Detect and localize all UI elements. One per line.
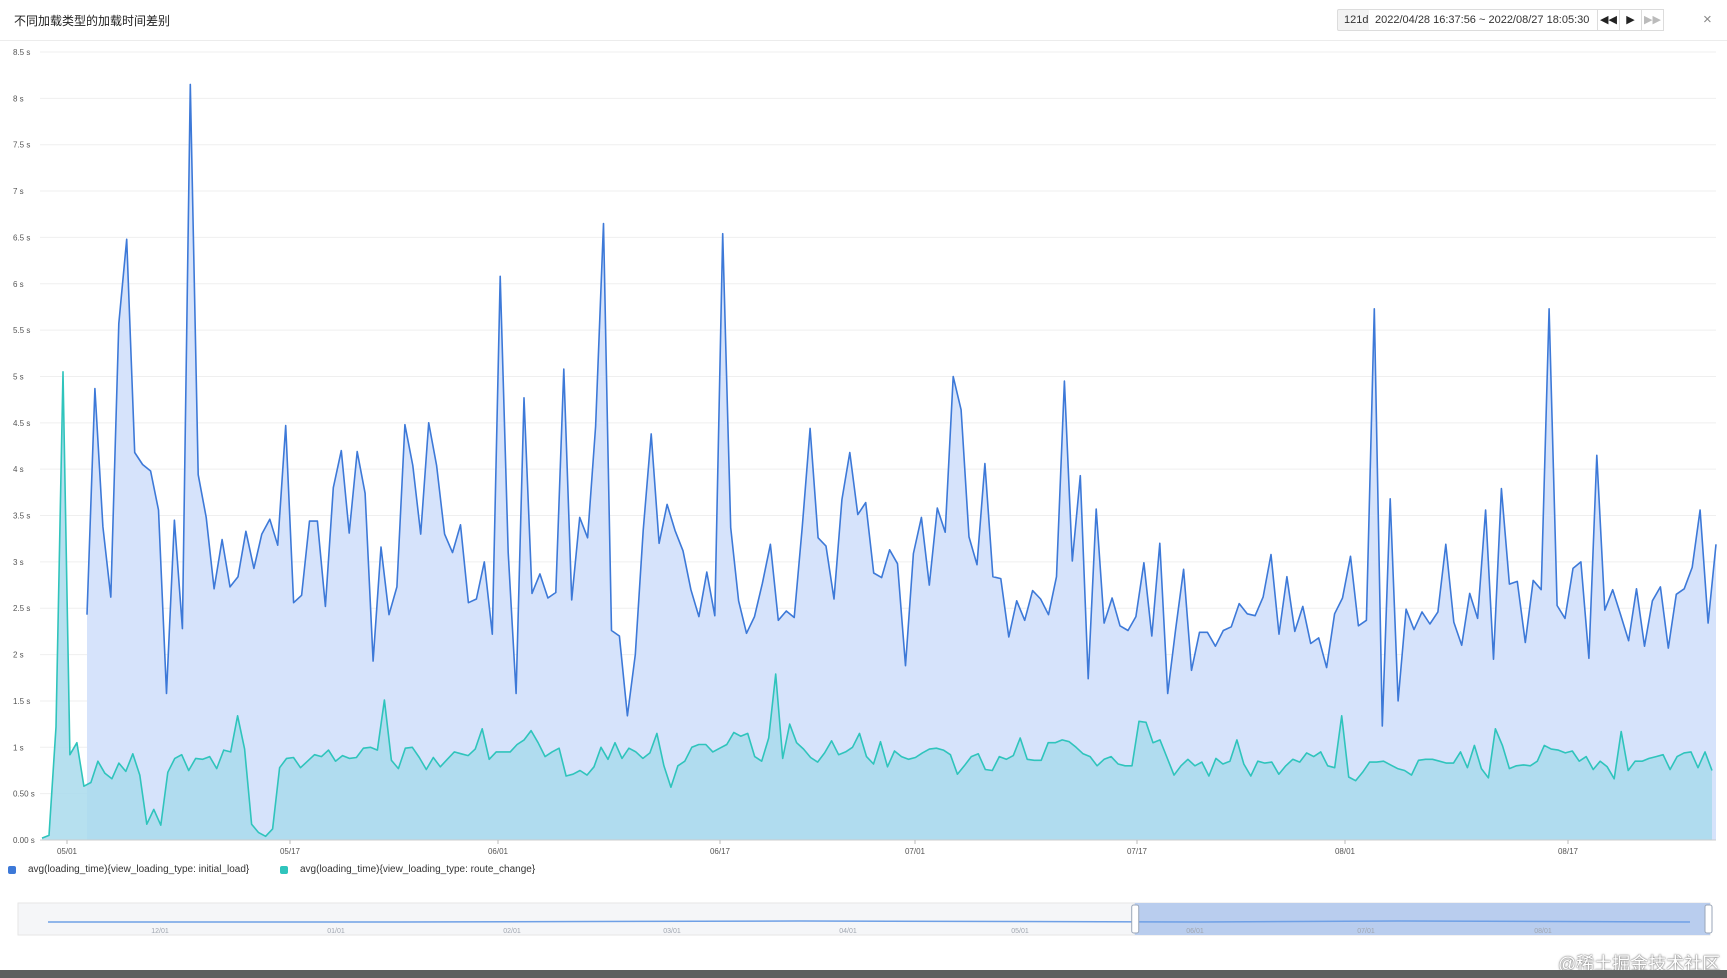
watermark: @稀土掘金技术社区	[1558, 954, 1721, 974]
y-tick-label: 3 s	[13, 558, 24, 567]
zoom-tick-label: 07/01	[1357, 928, 1375, 935]
x-tick-label: 08/01	[1335, 847, 1356, 856]
zoom-tick-label: 12/01	[151, 928, 169, 935]
x-tick-label: 05/17	[280, 847, 301, 856]
y-tick-label: 4.5 s	[13, 419, 30, 428]
y-tick-label: 6.5 s	[13, 233, 30, 242]
y-tick-label: 6 s	[13, 280, 24, 289]
zoom-handle-left[interactable]	[1131, 904, 1140, 934]
legend-label-initial-load: avg(loading_time){view_loading_type: ini…	[28, 864, 250, 875]
legend-swatch-initial-load	[8, 865, 16, 874]
step-back-button[interactable]: ◀◀	[1597, 9, 1620, 31]
y-tick-label: 8.5 s	[13, 48, 30, 57]
y-tick-label: 1 s	[13, 743, 24, 752]
zoom-selection[interactable]	[1134, 903, 1710, 935]
y-tick-label: 5 s	[13, 372, 24, 381]
zoom-tick-label: 08/01	[1534, 928, 1552, 935]
close-icon[interactable]: ×	[1703, 11, 1712, 28]
zoom-tick-label: 03/01	[663, 928, 681, 935]
panel-header: 不同加载类型的加载时间差别 121d 2022/04/28 16:37:56 ~…	[0, 0, 1727, 41]
line-initial-load[interactable]	[86, 83, 1717, 727]
line-route-change[interactable]	[41, 371, 1713, 839]
y-tick-label: 2.5 s	[13, 604, 30, 613]
legend-label-route-change: avg(loading_time){view_loading_type: rou…	[300, 864, 536, 875]
zoom-tick-label: 05/01	[1011, 928, 1029, 935]
zoom-slider[interactable]: 12/01 01/01 02/01 03/01 04/01 05/01 06/01 07/01…	[0, 895, 1727, 955]
step-forward-button[interactable]: ▶▶	[1641, 9, 1664, 31]
y-tick-label: 3.5 s	[13, 512, 30, 521]
x-tick-label: 07/17	[1127, 847, 1148, 856]
x-tick-label: 08/17	[1558, 847, 1579, 856]
y-tick-label: 0.50 s	[13, 790, 35, 799]
y-tick-label: 7 s	[13, 187, 24, 196]
zoom-handle-right[interactable]	[1704, 904, 1713, 934]
y-tick-label: 5.5 s	[13, 326, 30, 335]
time-range-picker[interactable]: 2022/04/28 16:37:56 ~ 2022/08/27 18:05:3…	[1369, 9, 1602, 31]
y-tick-label: 1.5 s	[13, 697, 30, 706]
window-bottom-edge	[0, 970, 1727, 978]
chart-title: 不同加载类型的加载时间差别	[14, 14, 171, 28]
main-chart[interactable]: 0.00 s 0.50 s 1 s 1.5 s 2 s 2.5 s 3 s 3.5 s 4 s 4…	[0, 0, 1727, 860]
time-range-days[interactable]: 121d	[1337, 9, 1376, 31]
x-tick-label: 05/01	[57, 847, 78, 856]
legend-swatch-route-change	[280, 865, 288, 874]
zoom-tick-label: 04/01	[839, 928, 857, 935]
legend-item-route-change[interactable]: avg(loading_time){view_loading_type: rou…	[280, 864, 535, 875]
x-tick-label: 06/01	[488, 847, 509, 856]
y-tick-label: 7.5 s	[13, 141, 30, 150]
x-tick-label: 07/01	[905, 847, 926, 856]
zoom-tick-label: 01/01	[327, 928, 345, 935]
zoom-tick-label: 06/01	[1186, 928, 1204, 935]
legend-item-initial-load[interactable]: avg(loading_time){view_loading_type: ini…	[8, 864, 249, 875]
y-tick-label: 0.00 s	[13, 836, 35, 845]
y-tick-label: 2 s	[13, 651, 24, 660]
area-route-change	[42, 371, 1712, 840]
y-tick-label: 4 s	[13, 465, 24, 474]
zoom-tick-label: 02/01	[503, 928, 521, 935]
zoom-overview-line	[48, 920, 1691, 923]
x-tick-label: 06/17	[710, 847, 731, 856]
area-initial-load	[87, 84, 1716, 840]
y-tick-label: 8 s	[13, 94, 24, 103]
